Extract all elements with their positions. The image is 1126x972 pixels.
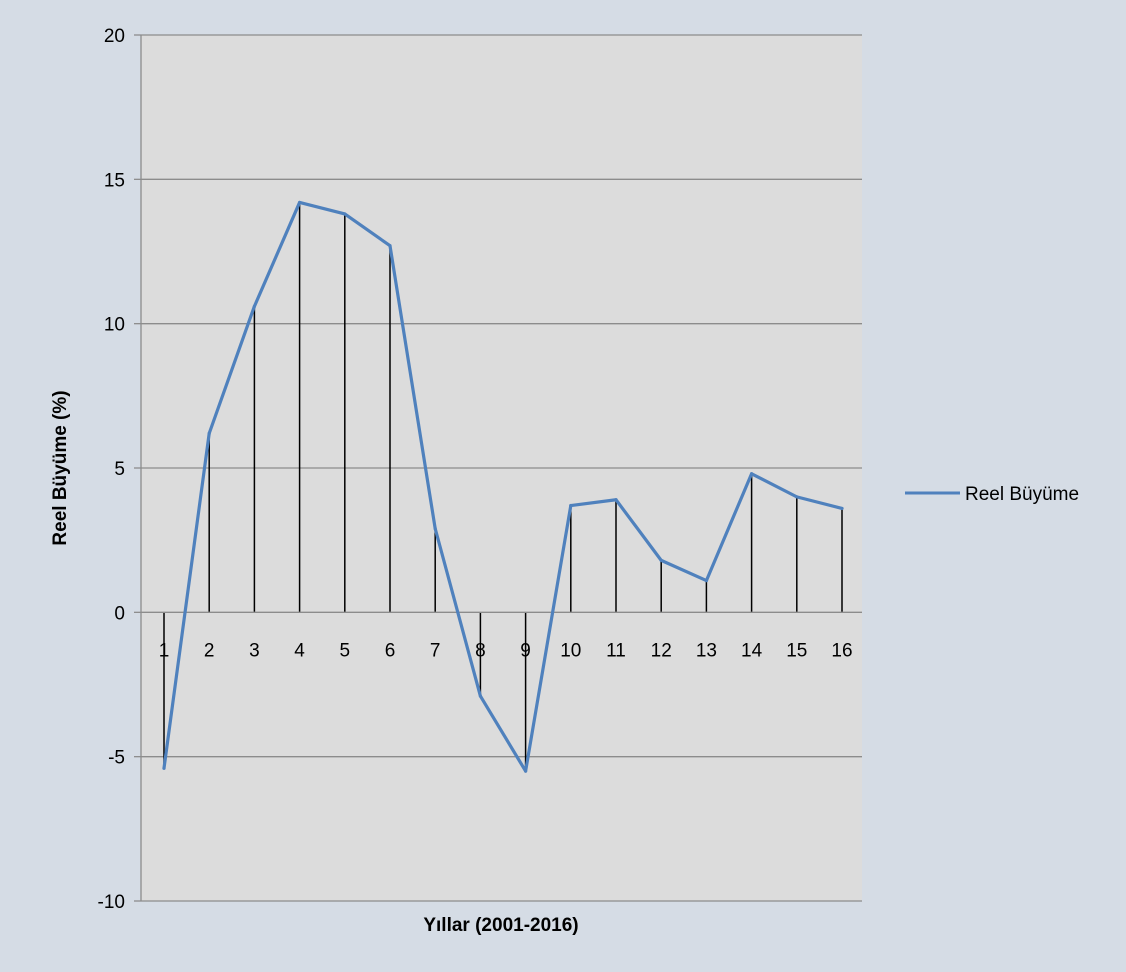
x-tick-label: 11 [606, 640, 626, 661]
data-point [207, 431, 211, 435]
data-point [569, 503, 573, 508]
x-tick-label: 6 [385, 640, 396, 661]
x-tick-label: 2 [204, 640, 215, 661]
data-point [478, 694, 482, 698]
data-point [704, 578, 709, 583]
y-axis: 20 15 10 5 0 -5 -10 [98, 26, 142, 913]
data-point [659, 558, 663, 562]
x-tick-label: 15 [786, 640, 807, 661]
data-point [388, 244, 392, 248]
x-tick-label: 1 [159, 640, 170, 661]
grid-lines [141, 34, 862, 902]
series-group [162, 200, 844, 773]
x-tick-label: 8 [475, 640, 486, 661]
y-tick-label: 10 [104, 315, 125, 336]
x-tick-label: 7 [430, 640, 441, 661]
x-axis-title: Yıllar (2001-2016) [423, 915, 578, 936]
data-point [162, 766, 166, 770]
x-tick-label: 13 [696, 640, 717, 661]
y-axis-title: Reel Büyüme (%) [50, 390, 71, 545]
x-tick-label: 4 [294, 640, 305, 661]
y-tick-label: -10 [98, 892, 125, 913]
data-point [524, 769, 528, 773]
x-axis: 1 2 3 4 5 6 7 8 9 10 11 12 13 14 15 16 [141, 611, 862, 661]
y-tick-label: 20 [104, 26, 125, 47]
data-point [750, 472, 754, 476]
x-tick-label: 9 [520, 640, 531, 661]
data-point [614, 498, 618, 502]
x-tick-label: 5 [340, 640, 351, 661]
legend-label-reel-buyume: Reel Büyüme [965, 484, 1079, 505]
series-line-reel-buyume [162, 200, 844, 773]
x-tick-label: 12 [651, 640, 672, 661]
y-tick-label: 15 [104, 170, 125, 191]
y-tick-label: 0 [114, 603, 125, 624]
drop-lines [163, 202, 843, 772]
y-tick-label: -5 [108, 748, 125, 769]
data-point [795, 495, 799, 499]
data-point [840, 506, 844, 511]
data-point [343, 212, 347, 216]
legend: Reel Büyüme [905, 484, 1079, 505]
y-tick-label: 5 [114, 459, 125, 480]
data-point [252, 304, 256, 308]
x-tick-label: 3 [249, 640, 260, 661]
data-point [433, 527, 437, 531]
x-tick-label: 16 [831, 640, 852, 661]
data-point [298, 200, 302, 205]
x-tick-label: 10 [560, 640, 581, 661]
x-tick-label: 14 [741, 640, 763, 661]
